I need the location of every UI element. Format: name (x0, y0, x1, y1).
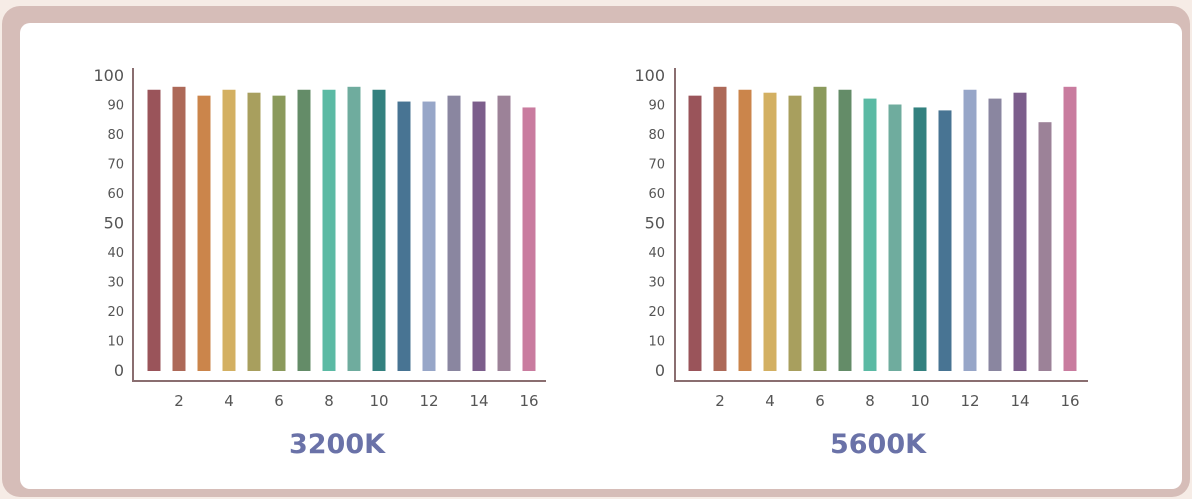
bar-1 (688, 95, 702, 372)
y-tick-label: 80 (648, 128, 665, 143)
y-tick-label: 50 (104, 214, 124, 233)
bar-6 (272, 95, 286, 372)
y-tick-label: 70 (107, 158, 124, 173)
bar-12 (422, 101, 436, 372)
x-tick-label: 2 (715, 392, 725, 410)
y-tick-label: 90 (648, 99, 665, 114)
bar-2 (713, 86, 727, 372)
bar-4 (763, 92, 777, 371)
x-tick-label: 6 (815, 392, 825, 410)
bar-15 (497, 95, 511, 372)
bar-15 (1038, 122, 1052, 371)
bar-16 (522, 107, 536, 371)
chart-panel (20, 23, 1182, 489)
bar-2 (172, 86, 186, 372)
y-tick-label: 90 (107, 99, 124, 114)
bar-5 (247, 92, 261, 371)
y-tick-label: 0 (655, 361, 665, 380)
y-tick-label: 60 (648, 187, 665, 202)
x-tick-label: 12 (419, 392, 438, 410)
bar-14 (472, 101, 486, 372)
bar-7 (838, 89, 852, 371)
y-tick-label: 80 (107, 128, 124, 143)
chart-title: 5600K (830, 429, 927, 460)
x-tick-label: 16 (519, 392, 538, 410)
bar-13 (447, 95, 461, 372)
x-tick-label: 8 (865, 392, 875, 410)
bar-10 (913, 107, 927, 371)
y-tick-label: 30 (648, 276, 665, 291)
y-tick-label: 10 (648, 335, 665, 350)
x-tick-label: 8 (324, 392, 334, 410)
bar-5 (788, 95, 802, 372)
x-tick-label: 16 (1060, 392, 1079, 410)
x-tick-label: 14 (469, 392, 488, 410)
y-tick-label: 40 (107, 246, 124, 261)
bar-14 (1013, 92, 1027, 371)
y-tick-label: 20 (648, 305, 665, 320)
bar-1 (147, 89, 161, 371)
x-tick-label: 12 (960, 392, 979, 410)
y-tick-label: 50 (645, 214, 665, 233)
y-tick-label: 100 (93, 66, 124, 85)
y-tick-label: 40 (648, 246, 665, 261)
x-tick-label: 10 (369, 392, 388, 410)
y-tick-label: 60 (107, 187, 124, 202)
x-tick-label: 6 (274, 392, 284, 410)
y-tick-label: 100 (634, 66, 665, 85)
x-tick-label: 4 (224, 392, 234, 410)
x-tick-label: 10 (910, 392, 929, 410)
x-tick-label: 14 (1010, 392, 1029, 410)
bar-4 (222, 89, 236, 371)
bar-16 (1063, 86, 1077, 372)
x-tick-label: 2 (174, 392, 184, 410)
y-tick-label: 30 (107, 276, 124, 291)
bar-12 (963, 89, 977, 371)
y-tick-label: 0 (114, 361, 124, 380)
bar-7 (297, 89, 311, 371)
bar-11 (397, 101, 411, 372)
bar-11 (938, 110, 952, 372)
y-tick-label: 20 (107, 305, 124, 320)
bar-10 (372, 89, 386, 371)
y-tick-label: 10 (107, 335, 124, 350)
bar-8 (322, 89, 336, 371)
bar-13 (988, 98, 1002, 371)
bar-9 (888, 104, 902, 371)
bar-3 (197, 95, 211, 372)
y-tick-label: 70 (648, 158, 665, 173)
chart-title: 3200K (289, 429, 386, 460)
bar-6 (813, 86, 827, 372)
bar-8 (863, 98, 877, 371)
bar-3 (738, 89, 752, 371)
bar-9 (347, 86, 361, 372)
x-tick-label: 4 (765, 392, 775, 410)
